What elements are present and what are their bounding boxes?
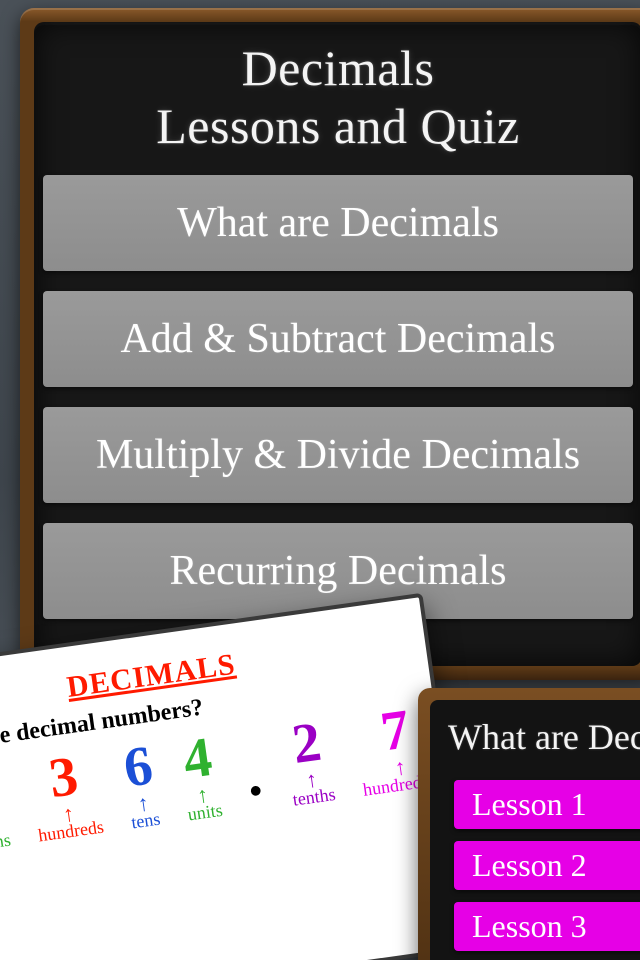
arrow-up-icon: ↑ [62,806,75,821]
title-line-1: Decimals [156,40,520,98]
arrow-up-icon: ↑ [196,788,209,803]
place-value-label: tenths [292,785,337,809]
decimal-point-icon: . [241,740,265,810]
app-stage: Decimals Lessons and Quiz What are Decim… [0,0,640,960]
page-title: Decimals Lessons and Quiz [156,34,520,169]
place-value-item: 4↑units [176,728,223,823]
sub-chalkboard-frame: What are Decimals Lesson 1 Lesson 2 Less… [418,688,640,960]
place-value-digit: 2 [289,714,325,773]
menu-item-label: What are Decimals [169,199,507,247]
lesson-button-label: Lesson 3 [472,908,587,944]
menu-what-are-decimals[interactable]: What are Decimals [43,175,633,271]
main-chalkboard-surface: Decimals Lessons and Quiz What are Decim… [34,22,640,666]
lesson-button-2[interactable]: Lesson 2 [454,841,640,890]
lesson-button-label: Lesson 2 [472,847,587,883]
place-value-label: tens [130,810,161,832]
place-value-label: units [187,801,224,824]
arrow-up-icon: ↑ [394,760,407,775]
sub-chalkboard-surface: What are Decimals Lesson 1 Lesson 2 Less… [430,700,640,960]
place-value-digit: 4 [180,729,216,788]
menu-add-subtract[interactable]: Add & Subtract Decimals [43,291,633,387]
lesson-button-3[interactable]: Lesson 3 [454,902,640,951]
place-value-label: hundreds [37,818,105,845]
menu-multiply-divide[interactable]: Multiply & Divide Decimals [43,407,633,503]
arrow-up-icon: ↑ [137,796,150,811]
lesson-button-1[interactable]: Lesson 1 [454,780,640,829]
place-value-digit: 7 [377,701,413,760]
place-value-item: 6↑tens [120,737,161,831]
place-value-label: tenths [0,831,12,855]
title-line-2: Lessons and Quiz [156,98,520,156]
sub-board-title: What are Decimals [448,716,640,758]
place-value-item: 3↑hundreds [27,745,105,844]
main-chalkboard-frame: Decimals Lessons and Quiz What are Decim… [20,8,640,680]
menu-item-label: Recurring Decimals [161,547,514,595]
place-value-item: 3↑tenths [0,758,12,854]
lesson-slide-card: DECIMALS What are decimal numbers? . 3↑t… [0,593,472,960]
place-value-digit: 6 [120,737,156,796]
lesson-button-label: Lesson 1 [472,786,587,822]
place-value-digit: 3 [46,748,82,807]
menu-item-label: Multiply & Divide Decimals [88,431,588,479]
place-value-item: 2↑tenths [281,713,336,809]
menu-item-label: Add & Subtract Decimals [112,315,563,363]
arrow-up-icon: ↑ [305,772,318,787]
